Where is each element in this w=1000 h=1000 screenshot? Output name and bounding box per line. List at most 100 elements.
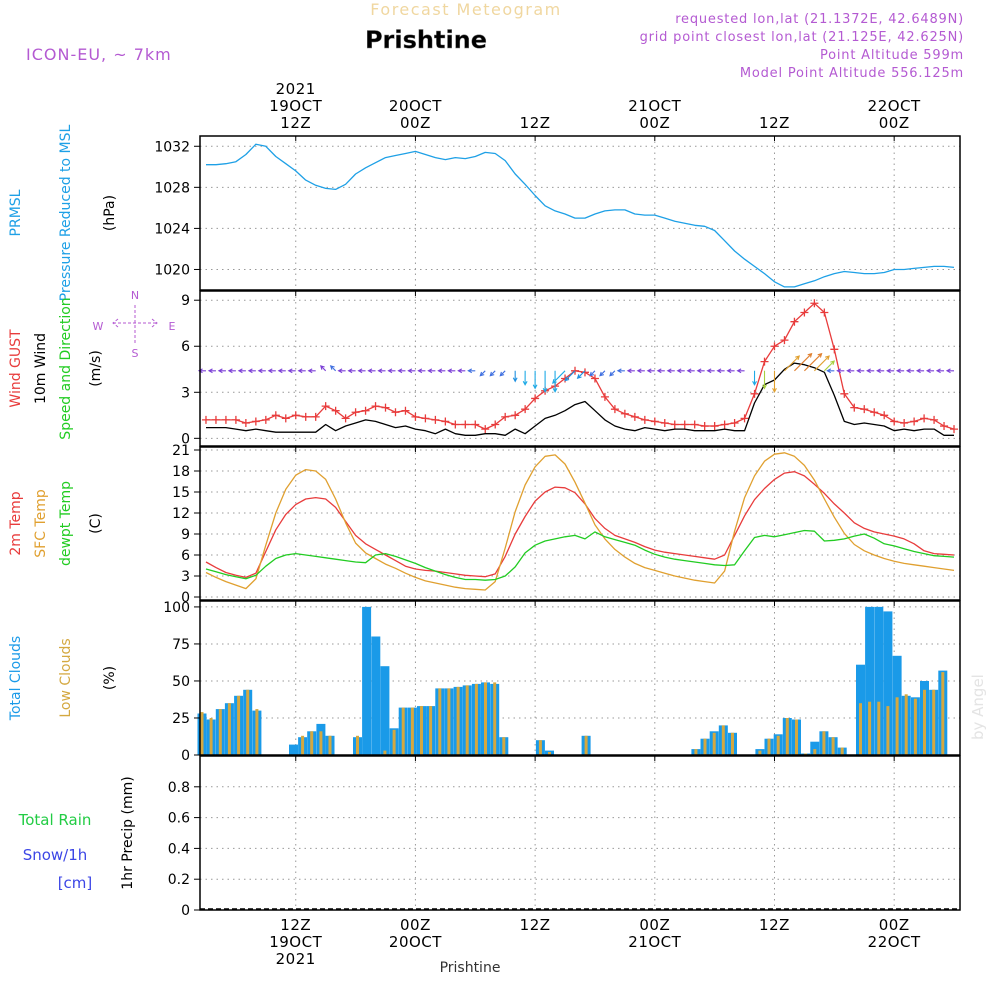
cloud-bar-total — [810, 741, 820, 755]
wind-arrow — [512, 370, 518, 383]
location-title: Prishtine — [365, 26, 487, 54]
cloud-bar-low — [383, 750, 387, 755]
wind-arrow — [499, 370, 506, 377]
gust-marker — [311, 412, 320, 421]
gust-marker — [231, 415, 240, 424]
wind-arrow — [522, 370, 528, 386]
wind-arrow — [237, 368, 246, 374]
point-altitude: Point Altitude 599m — [820, 48, 964, 63]
gust-marker — [660, 418, 669, 427]
cloud-bar-low — [328, 735, 332, 756]
cloud-bar-low — [712, 732, 716, 755]
time-label-bottom: 2021 — [276, 950, 316, 968]
data-layer — [197, 143, 960, 910]
wind-arrow — [823, 360, 836, 372]
wind-arrow — [656, 368, 665, 374]
wind-arrow — [427, 368, 436, 374]
model-altitude: Model Point Altitude 556.125m — [740, 66, 964, 81]
gust-marker — [640, 415, 649, 424]
time-label-top: 21OCT — [628, 97, 681, 115]
wind-arrow — [826, 368, 835, 374]
time-label-top: 12Z — [520, 114, 551, 132]
y-tick-label: 100 — [163, 600, 190, 616]
gust-marker — [271, 411, 280, 420]
gust-marker — [680, 420, 689, 429]
cloud-bar-low — [246, 689, 250, 755]
gust-marker — [241, 418, 250, 427]
cloud-bar-low — [410, 707, 414, 755]
wind-arrow — [616, 368, 625, 374]
time-label-top: 12Z — [280, 114, 311, 132]
y-axis-label: Total Clouds — [8, 636, 24, 721]
series-line-sfc — [205, 452, 955, 591]
y-tick-label: 0 — [181, 903, 190, 919]
series-line-t2m — [205, 471, 955, 579]
y-axis-label: 10m Wind — [33, 333, 49, 404]
time-label-bottom: 19OCT — [269, 933, 322, 951]
wind-arrow — [447, 368, 456, 374]
cloud-bar-low — [795, 719, 798, 755]
cloud-bar-low — [877, 701, 881, 755]
gust-marker — [710, 422, 719, 431]
y-axis-label: 2m Temp — [8, 491, 24, 555]
cloud-bar-low — [209, 718, 213, 755]
requested-coords: requested lon,lat (21.1372E, 42.6489N) — [675, 12, 964, 27]
cloud-bar-total — [865, 606, 875, 755]
precip-side-label: Total Rain — [18, 811, 92, 829]
gust-marker — [750, 389, 759, 398]
gust-marker — [531, 394, 540, 403]
gust-marker — [650, 417, 659, 426]
gust-marker — [511, 411, 520, 420]
cloud-bar-low — [731, 732, 734, 755]
wind-arrow — [407, 368, 416, 374]
cloud-bar-low — [465, 685, 469, 755]
cloud-bar-low — [831, 737, 835, 755]
wind-arrow — [686, 368, 695, 374]
wind-arrow — [762, 370, 767, 390]
gust-marker — [820, 308, 829, 317]
wind-arrow — [925, 368, 935, 374]
wind-arrow — [784, 355, 801, 372]
compass-icon — [112, 305, 158, 343]
wind-arrow — [626, 368, 635, 374]
time-label-top: 12Z — [759, 114, 790, 132]
time-label-top: 20OCT — [389, 97, 442, 115]
gust-marker — [880, 411, 889, 420]
wind-arrow — [319, 365, 327, 372]
time-label-top: 22OCT — [868, 97, 921, 115]
compass-n: N — [131, 289, 139, 302]
gust-marker — [580, 368, 589, 377]
gust-marker — [700, 422, 709, 431]
gust-marker — [670, 420, 679, 429]
watermark: by Angel — [969, 674, 987, 740]
header-subtitle: Forecast Meteogram — [370, 0, 561, 19]
y-tick-label: 9 — [181, 527, 190, 543]
y-axis-label: Pressure Reduced to MSL — [58, 124, 74, 301]
time-label-bottom: 12Z — [520, 916, 551, 934]
cloud-bar-low — [813, 749, 817, 755]
gust-marker — [301, 412, 310, 421]
cloud-bar-low — [493, 682, 497, 755]
gust-marker — [620, 409, 629, 418]
compass-w: W — [93, 320, 104, 333]
gust-marker — [770, 342, 779, 351]
y-tick-label: 3 — [181, 569, 190, 585]
wind-arrow — [895, 368, 905, 374]
gust-marker — [870, 408, 879, 417]
y-tick-label: 6 — [181, 339, 190, 355]
gust-marker — [730, 418, 739, 427]
gust-marker — [381, 403, 390, 412]
wind-arrow — [247, 368, 256, 374]
wind-arrow — [856, 368, 865, 374]
time-label-bottom: 21OCT — [628, 933, 681, 951]
wind-arrow — [367, 368, 376, 374]
wind-arrow — [935, 368, 945, 374]
time-label-bottom: 12Z — [280, 916, 311, 934]
gust-marker — [521, 405, 530, 414]
gust-marker — [501, 412, 510, 421]
y-axis-label: SFC Temp — [33, 489, 49, 558]
panel-frame-wind — [199, 290, 961, 447]
wind-arrow — [726, 368, 735, 374]
y-tick-label: 0 — [181, 590, 190, 606]
wind-arrow — [257, 368, 266, 374]
